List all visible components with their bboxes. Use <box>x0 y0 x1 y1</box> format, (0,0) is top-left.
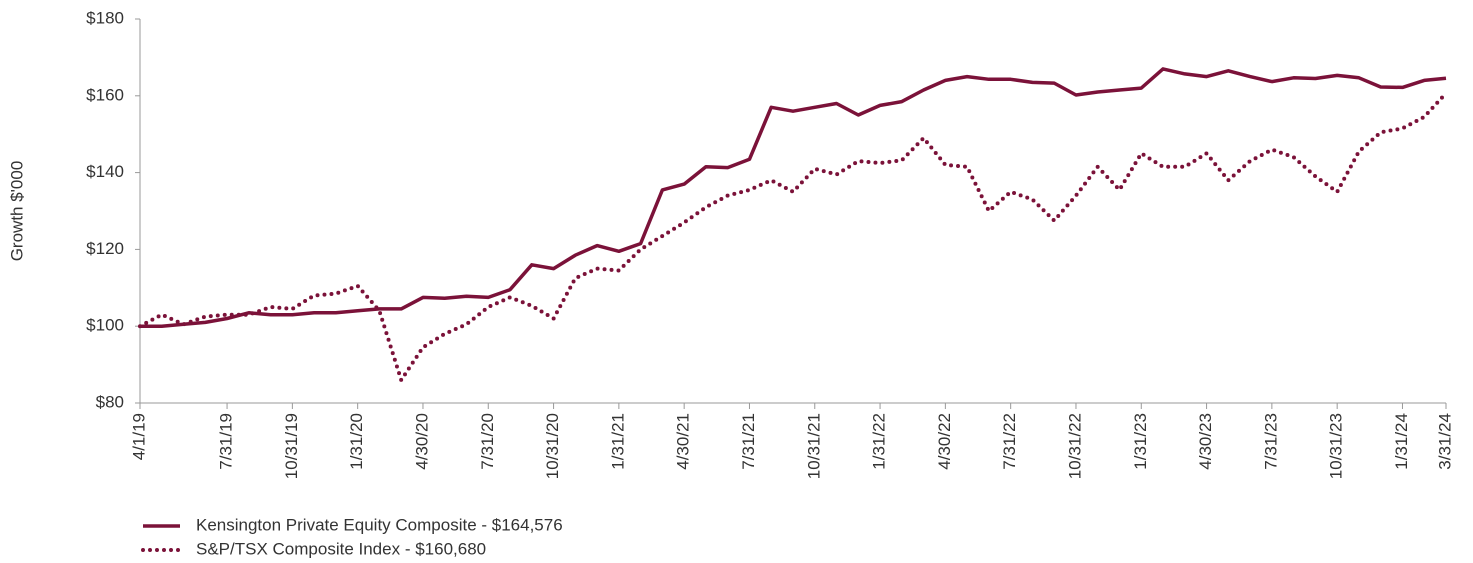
x-tick-label: 7/31/22 <box>1000 413 1019 470</box>
x-tick-label: 4/30/23 <box>1196 413 1215 470</box>
x-tick-label: 1/31/24 <box>1392 413 1411 470</box>
x-tick-label: 4/30/22 <box>935 413 954 470</box>
y-tick-label: $160 <box>86 85 124 104</box>
series-line <box>138 91 1448 382</box>
x-tick-label: 1/31/20 <box>347 413 366 470</box>
legend-label: Kensington Private Equity Composite - $1… <box>196 515 563 534</box>
y-axis-label: Growth $'000 <box>7 161 26 262</box>
x-tick-label: 10/31/23 <box>1327 413 1346 479</box>
x-tick-label: 7/31/20 <box>478 413 497 470</box>
x-tick-label: 10/31/21 <box>804 413 823 479</box>
x-tick-label: 3/31/24 <box>1435 413 1454 470</box>
x-tick-label: 4/30/21 <box>674 413 693 470</box>
y-tick-label: $80 <box>96 392 124 411</box>
y-tick-label: $180 <box>86 8 124 27</box>
y-tick-label: $120 <box>86 239 124 258</box>
legend-label: S&P/TSX Composite Index - $160,680 <box>196 539 486 558</box>
y-tick-label: $100 <box>86 316 124 335</box>
x-tick-label: 1/31/22 <box>870 413 889 470</box>
x-tick-label: 4/30/20 <box>412 413 431 470</box>
x-tick-label: 10/31/20 <box>543 413 562 479</box>
x-tick-label: 1/31/21 <box>608 413 627 470</box>
x-tick-label: 4/1/19 <box>129 413 148 460</box>
x-tick-label: 10/31/22 <box>1065 413 1084 479</box>
x-tick-label: 10/31/19 <box>282 413 301 479</box>
series-line <box>140 67 1447 328</box>
y-tick-label: $140 <box>86 162 124 181</box>
x-tick-label: 7/31/23 <box>1261 413 1280 470</box>
x-tick-label: 7/31/21 <box>739 413 758 470</box>
x-tick-label: 7/31/19 <box>217 413 236 470</box>
x-tick-label: 1/31/23 <box>1131 413 1150 470</box>
